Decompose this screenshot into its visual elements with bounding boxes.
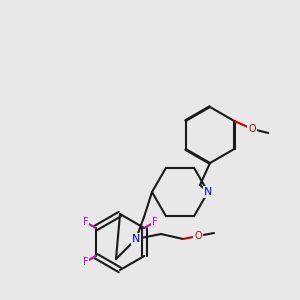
Text: O: O — [194, 231, 202, 241]
Text: F: F — [82, 217, 88, 227]
Text: N: N — [132, 234, 140, 244]
Text: F: F — [152, 217, 158, 227]
Text: O: O — [248, 124, 256, 134]
Text: F: F — [82, 257, 88, 267]
Text: N: N — [204, 187, 212, 197]
